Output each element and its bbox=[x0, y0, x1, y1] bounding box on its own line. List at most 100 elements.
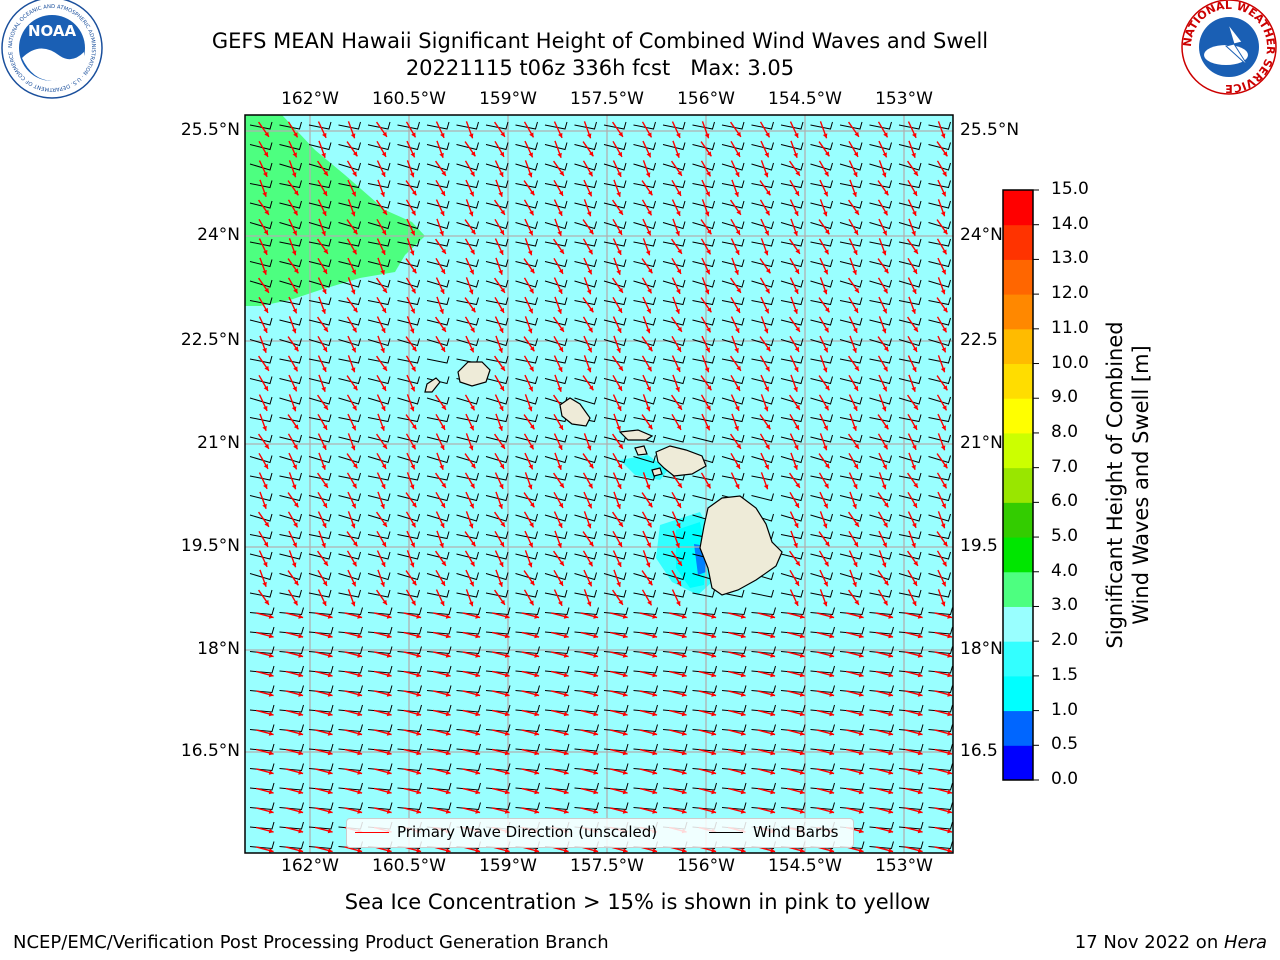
wave-arrow-head bbox=[475, 672, 481, 678]
wind-barb bbox=[869, 338, 892, 347]
wave-arrow-head bbox=[382, 365, 387, 371]
wave-arrow-head bbox=[942, 541, 948, 547]
wave-arrow-head bbox=[440, 580, 445, 586]
wave-arrow-head bbox=[293, 502, 299, 508]
wind-barb bbox=[869, 355, 892, 364]
wind-barb bbox=[485, 259, 509, 268]
wind-barb bbox=[485, 513, 509, 522]
wave-arrow-head bbox=[352, 561, 357, 567]
wave-arrow-head bbox=[647, 522, 652, 528]
wind-barb bbox=[633, 493, 656, 502]
wind-barb bbox=[928, 531, 951, 540]
wave-arrow-head bbox=[795, 326, 800, 332]
wind-barb bbox=[662, 551, 686, 560]
wind-barb bbox=[338, 589, 361, 598]
wave-arrow-head bbox=[440, 346, 445, 352]
wave-arrow-head bbox=[410, 542, 415, 548]
wind-barb bbox=[810, 297, 833, 306]
wind-barb bbox=[338, 142, 361, 151]
wave-arrow-head bbox=[858, 711, 864, 717]
wind-barb bbox=[426, 513, 450, 522]
wave-arrow-head bbox=[911, 308, 916, 314]
wind-barb bbox=[574, 455, 597, 464]
wind-barb bbox=[338, 317, 361, 326]
wind-barb bbox=[633, 317, 656, 326]
wave-arrow-head bbox=[380, 581, 385, 587]
wind-barb bbox=[780, 472, 804, 481]
wave-arrow-head bbox=[351, 347, 356, 353]
wave-arrow-head bbox=[322, 288, 327, 294]
wave-arrow-head bbox=[498, 503, 503, 509]
wave-arrow-head bbox=[410, 464, 415, 470]
wind-barb bbox=[839, 414, 863, 423]
wind-barb bbox=[810, 142, 833, 151]
wave-arrow-head bbox=[381, 405, 386, 411]
wave-arrow-head bbox=[409, 250, 415, 256]
wind-barb bbox=[308, 121, 332, 130]
wind-barb bbox=[928, 455, 951, 464]
wave-arrow-head bbox=[881, 562, 887, 568]
wind-barb bbox=[692, 434, 715, 443]
tick-label: 25.5°N bbox=[960, 120, 1020, 140]
wave-arrow-head bbox=[764, 230, 769, 236]
colorbar-level-label: 9.0 bbox=[1051, 387, 1079, 408]
wind-barb bbox=[928, 589, 951, 598]
wind-barb bbox=[780, 121, 804, 130]
wave-arrow-head bbox=[500, 131, 505, 137]
wave-arrow-head bbox=[882, 386, 887, 392]
wind-barb bbox=[839, 317, 863, 326]
wind-barb bbox=[928, 121, 951, 130]
wave-arrow-head bbox=[770, 731, 776, 736]
wind-barb bbox=[603, 472, 627, 481]
wind-barb bbox=[456, 396, 479, 405]
colorbar-swatch bbox=[1003, 224, 1033, 260]
colorbar-frame bbox=[1002, 189, 1034, 781]
wave-arrow-head bbox=[529, 210, 534, 216]
wave-arrow-head bbox=[357, 789, 363, 795]
wind-barb bbox=[485, 572, 509, 581]
wave-arrow-head bbox=[534, 692, 540, 697]
wind-barb bbox=[338, 279, 361, 288]
wave-arrow-head bbox=[557, 152, 562, 158]
wind-barb bbox=[574, 589, 597, 598]
wind-barb bbox=[692, 338, 715, 347]
wave-arrow-head bbox=[652, 653, 658, 658]
wave-arrow-head bbox=[527, 562, 533, 568]
wave-arrow-head bbox=[351, 425, 356, 431]
wave-arrow-head bbox=[618, 287, 623, 293]
wind-barb bbox=[397, 338, 420, 347]
wave-arrow-head bbox=[559, 170, 564, 176]
wave-arrow-head bbox=[942, 483, 947, 489]
wave-arrow-head bbox=[268, 672, 274, 678]
wave-arrow-head bbox=[622, 731, 628, 736]
wind-barb bbox=[515, 531, 538, 540]
wind-barb bbox=[603, 297, 627, 306]
wind-barb bbox=[544, 376, 568, 385]
wind-barb bbox=[780, 317, 804, 326]
wave-arrow-head bbox=[706, 483, 711, 489]
wave-arrow-head bbox=[854, 131, 859, 137]
wind-barb bbox=[367, 200, 391, 209]
wave-arrow-head bbox=[498, 425, 503, 431]
wind-barb bbox=[928, 472, 951, 481]
wave-arrow-head bbox=[795, 248, 800, 254]
wind-barb bbox=[603, 180, 627, 189]
wave-arrow-head bbox=[439, 542, 444, 548]
wave-arrow-head bbox=[793, 464, 798, 470]
wave-arrow-head bbox=[292, 230, 297, 236]
wave-arrow-head bbox=[504, 809, 510, 814]
wind-barb bbox=[515, 259, 538, 268]
wave-arrow-head bbox=[793, 230, 798, 236]
wave-arrow-head bbox=[794, 288, 799, 294]
wave-arrow-head bbox=[829, 731, 835, 736]
wave-arrow-head bbox=[647, 210, 652, 216]
wave-arrow-head bbox=[675, 230, 680, 236]
wind-barb bbox=[603, 513, 627, 522]
wave-arrow-head bbox=[823, 503, 828, 509]
wind-barb bbox=[810, 317, 833, 326]
wave-arrow-head bbox=[681, 653, 687, 658]
wind-barb bbox=[721, 317, 745, 326]
wind-barb bbox=[544, 472, 568, 481]
wave-arrow-head bbox=[858, 633, 864, 639]
wave-arrow-head bbox=[586, 211, 592, 217]
